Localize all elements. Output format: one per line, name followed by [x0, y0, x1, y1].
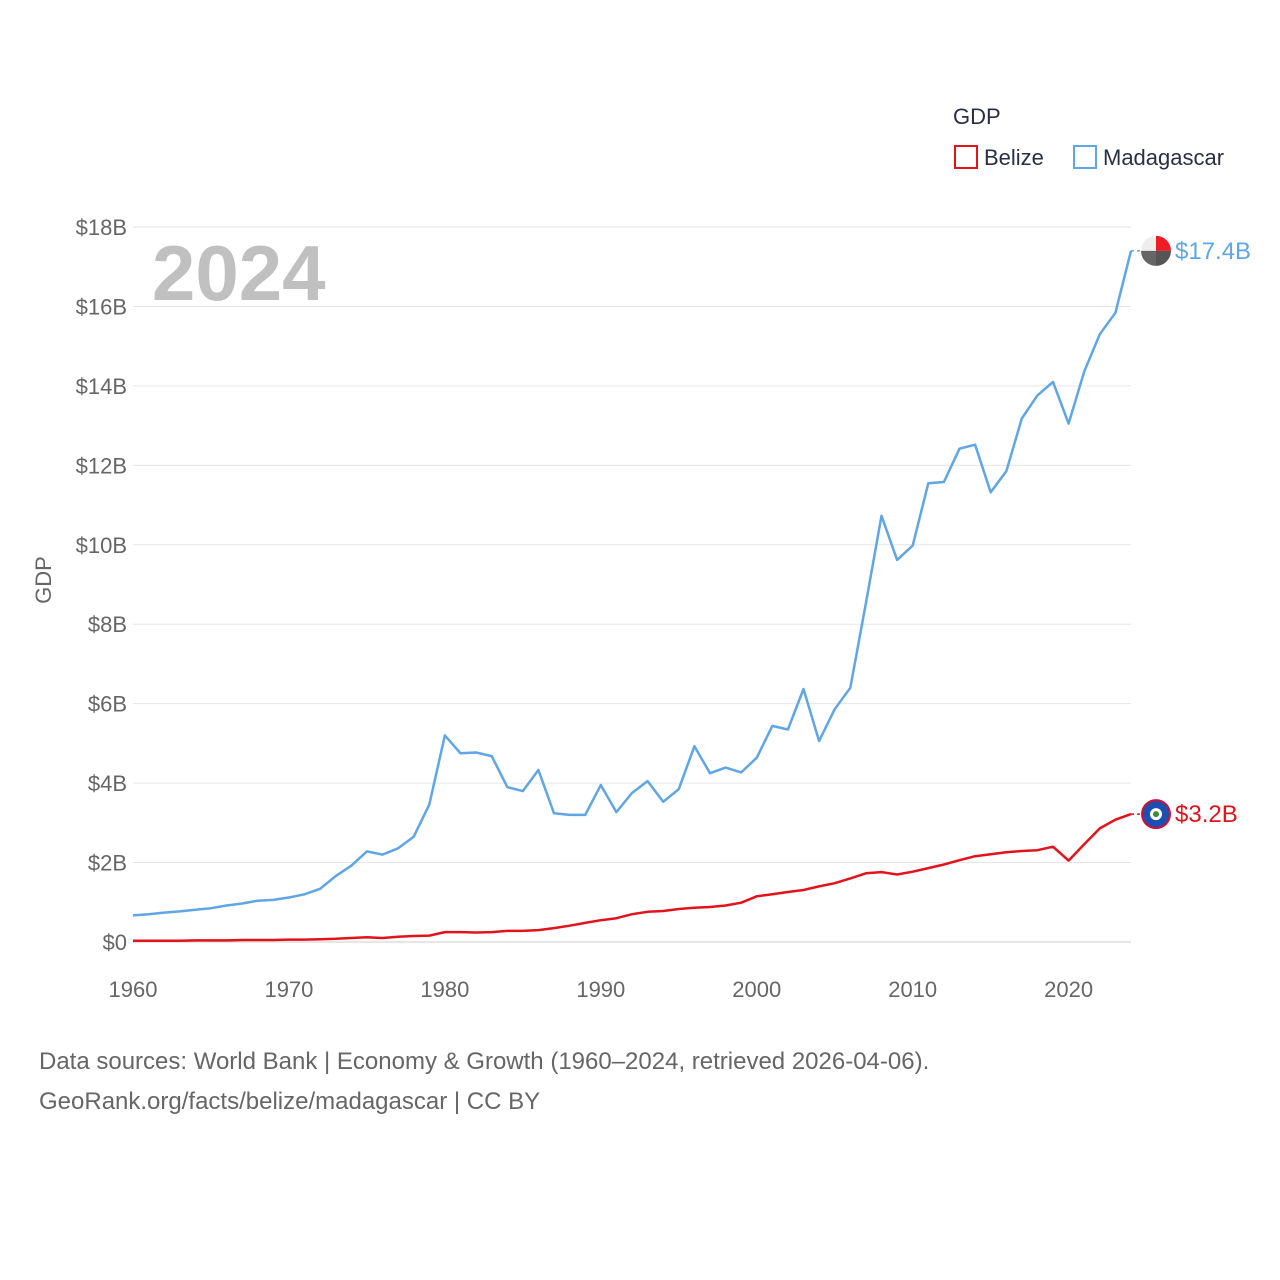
y-axis-ticks: $0 $2B $4B $6B $8B $10B $12B $14B $16B $18B — [76, 215, 127, 955]
flag-marker-belize — [1141, 799, 1171, 830]
end-markers: $3.2B $17.4B — [1131, 235, 1251, 830]
year-label: 2024 — [152, 229, 326, 317]
end-value-label-belize: $3.2B — [1175, 801, 1238, 828]
series-line-belize — [133, 812, 1132, 943]
y-axis-label: GDP — [31, 556, 56, 604]
legend-label-madagascar: Madagascar — [1103, 145, 1224, 170]
x-axis-ticks: 1960 1970 1980 1990 2000 2010 2020 — [109, 977, 1094, 1002]
x-tick-label: 1960 — [109, 977, 158, 1002]
y-tick-label: $0 — [103, 930, 127, 955]
legend-label-belize: Belize — [984, 145, 1044, 170]
footer-source: Data sources: World Bank | Economy & Gro… — [39, 1048, 930, 1075]
footer-link[interactable]: GeoRank.org/facts/belize/madagascar | CC… — [39, 1088, 541, 1115]
y-tick-label: $12B — [76, 453, 127, 478]
y-tick-label: $18B — [76, 215, 127, 240]
series-line-madagascar — [132, 250, 1133, 917]
y-tick-label: $6B — [88, 692, 127, 717]
x-tick-label: 1970 — [264, 977, 313, 1002]
y-tick-label: $8B — [88, 612, 127, 637]
y-tick-label: $14B — [76, 374, 127, 399]
x-tick-label: 2000 — [732, 977, 781, 1002]
y-tick-label: $16B — [76, 294, 127, 319]
legend: GDP Belize Madagascar — [953, 104, 1224, 170]
footer: Data sources: World Bank | Economy & Gro… — [39, 1042, 929, 1122]
legend-item-belize[interactable]: Belize — [954, 145, 1044, 170]
x-tick-label: 2010 — [888, 977, 937, 1002]
y-tick-label: $10B — [76, 533, 127, 558]
legend-swatch-madagascar — [1073, 145, 1097, 169]
legend-title: GDP — [953, 104, 1001, 129]
y-tick-label: $2B — [88, 851, 127, 876]
gridlines — [133, 226, 1131, 943]
legend-item-madagascar[interactable]: Madagascar — [1073, 145, 1224, 170]
x-tick-label: 2020 — [1044, 977, 1093, 1002]
y-tick-label: $4B — [88, 771, 127, 796]
series-lines — [132, 250, 1133, 943]
legend-swatch-belize — [954, 145, 978, 169]
x-tick-label: 1980 — [420, 977, 469, 1002]
flag-marker-madagascar — [1141, 235, 1172, 266]
end-value-label-madagascar: $17.4B — [1175, 238, 1251, 265]
x-tick-label: 1990 — [576, 977, 625, 1002]
